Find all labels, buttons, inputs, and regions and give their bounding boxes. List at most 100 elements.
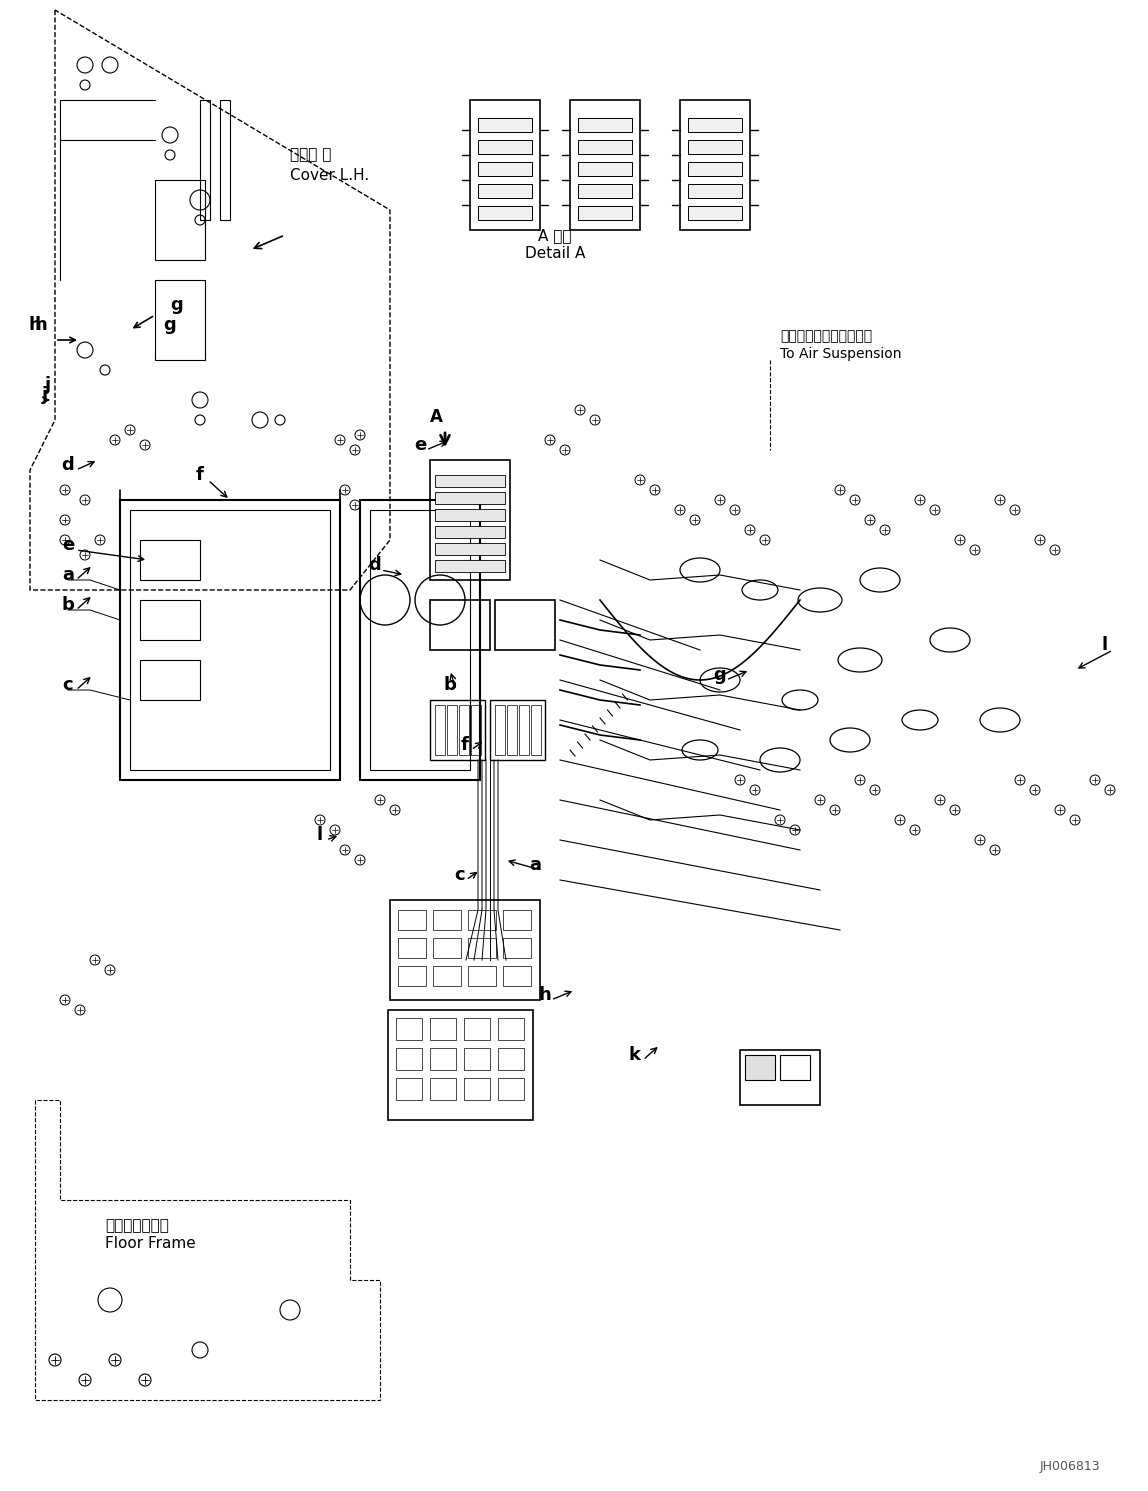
Bar xyxy=(435,492,505,504)
Text: a: a xyxy=(529,856,541,874)
Bar xyxy=(495,705,505,754)
Bar xyxy=(495,599,554,650)
Bar xyxy=(464,1048,490,1071)
Bar xyxy=(396,1018,422,1041)
Bar xyxy=(498,1018,523,1041)
Bar xyxy=(577,206,633,221)
Text: A 詳細: A 詳細 xyxy=(538,228,572,243)
Text: Floor Frame: Floor Frame xyxy=(104,1236,196,1251)
Text: h: h xyxy=(34,316,48,334)
Bar xyxy=(398,938,426,959)
Bar xyxy=(121,499,340,780)
Text: e: e xyxy=(62,535,75,555)
Bar xyxy=(370,510,470,769)
Bar xyxy=(430,1078,456,1100)
Bar xyxy=(430,699,484,760)
Bar xyxy=(435,508,505,520)
Text: c: c xyxy=(455,866,465,884)
Bar xyxy=(155,280,205,359)
Bar xyxy=(478,163,532,176)
Text: b: b xyxy=(62,596,75,614)
Text: A: A xyxy=(430,409,443,426)
Text: g: g xyxy=(714,666,727,684)
Bar xyxy=(577,183,633,198)
Text: h: h xyxy=(538,986,551,1003)
Text: b: b xyxy=(443,675,457,693)
Bar xyxy=(740,1050,820,1105)
Bar xyxy=(459,705,470,754)
Bar xyxy=(498,1078,523,1100)
Bar xyxy=(200,100,210,221)
Bar xyxy=(478,206,532,221)
Text: JH006813: JH006813 xyxy=(1039,1460,1100,1473)
Bar xyxy=(433,938,461,959)
Bar xyxy=(478,183,532,198)
Bar xyxy=(498,1048,523,1071)
Bar xyxy=(503,938,532,959)
Text: カバー 左: カバー 左 xyxy=(290,148,332,163)
Text: l: l xyxy=(317,826,323,844)
Text: e: e xyxy=(414,435,426,453)
Text: c: c xyxy=(63,675,73,693)
Bar xyxy=(478,118,532,133)
Bar xyxy=(507,705,517,754)
Bar xyxy=(532,705,541,754)
Bar xyxy=(688,206,742,221)
Bar xyxy=(433,966,461,986)
Bar xyxy=(430,599,490,650)
Bar xyxy=(140,661,200,699)
Bar xyxy=(435,476,505,488)
Bar xyxy=(464,1018,490,1041)
Text: f: f xyxy=(196,467,204,485)
Bar xyxy=(503,910,532,930)
Text: Detail A: Detail A xyxy=(525,246,585,261)
Text: d: d xyxy=(369,556,381,574)
Bar xyxy=(435,526,505,538)
Bar xyxy=(388,1009,533,1120)
Bar xyxy=(490,699,545,760)
Bar xyxy=(435,561,505,573)
Bar xyxy=(435,543,505,555)
Text: k: k xyxy=(629,1047,641,1065)
Text: l: l xyxy=(1102,637,1108,655)
Bar xyxy=(571,100,639,230)
Bar xyxy=(140,540,200,580)
Text: a: a xyxy=(62,567,73,584)
Bar xyxy=(470,100,540,230)
Bar xyxy=(688,163,742,176)
Bar xyxy=(435,705,445,754)
Text: d: d xyxy=(62,456,75,474)
Bar xyxy=(577,118,633,133)
Bar xyxy=(430,1048,456,1071)
Text: g: g xyxy=(164,316,177,334)
Bar xyxy=(577,163,633,176)
Bar xyxy=(478,140,532,154)
Bar xyxy=(220,100,230,221)
Text: エアーサスペンションへ: エアーサスペンションへ xyxy=(779,330,872,343)
Text: h: h xyxy=(29,316,41,334)
Text: g: g xyxy=(170,297,183,315)
Bar xyxy=(396,1078,422,1100)
Bar xyxy=(468,966,496,986)
Bar xyxy=(577,140,633,154)
Bar xyxy=(130,510,329,769)
Bar xyxy=(503,966,532,986)
Bar xyxy=(468,938,496,959)
Text: フロアフレーム: フロアフレーム xyxy=(104,1218,169,1233)
Bar xyxy=(433,910,461,930)
Bar xyxy=(468,910,496,930)
Bar xyxy=(688,118,742,133)
Bar xyxy=(140,599,200,640)
Bar xyxy=(745,1056,775,1079)
Text: j: j xyxy=(42,386,48,404)
Bar xyxy=(688,140,742,154)
Bar xyxy=(447,705,457,754)
Text: Cover L.H.: Cover L.H. xyxy=(290,167,370,182)
Bar xyxy=(680,100,750,230)
Bar xyxy=(779,1056,810,1079)
Bar xyxy=(464,1078,490,1100)
Bar xyxy=(360,499,480,780)
Text: j: j xyxy=(45,376,52,394)
Bar xyxy=(396,1048,422,1071)
Bar xyxy=(519,705,529,754)
